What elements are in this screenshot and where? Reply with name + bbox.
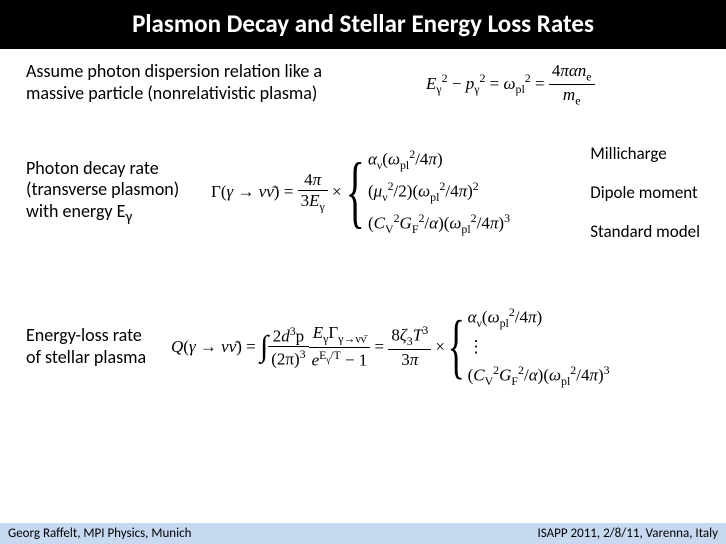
case-millicharge: αν(ωpl2/4π): [368, 144, 510, 176]
assume-text: Assume photon dispersion relation like a…: [26, 61, 366, 104]
slide-title: Plasmon Decay and Stellar Energy Loss Ra…: [0, 0, 726, 49]
energy-loss-cases: αν(ωpl2/4π) ⋮ (CV2GF2/α)(ωpl2/4π)3: [468, 302, 610, 392]
case-labels: Millicharge Dipole moment Standard model: [590, 143, 700, 242]
case-dipole: (μν2/2)(ωpl2/4π)2: [368, 176, 510, 208]
case-standard-model: (CV2GF2/α)(ωpl2/4π)3: [368, 208, 510, 240]
label-millicharge: Millicharge: [590, 143, 700, 164]
equation-dispersion: Eγ2 − pγ2 = ωpl2 = 4παne me: [366, 61, 700, 109]
decay-rate-label: Photon decay rate (transverse plasmon) w…: [26, 158, 211, 227]
row-dispersion: Assume photon dispersion relation like a…: [26, 61, 700, 109]
slide-content: Assume photon dispersion relation like a…: [0, 49, 726, 392]
slide-footer: Georg Raffelt, MPI Physics, Munich ISAPP…: [0, 523, 726, 544]
label-dipole: Dipole moment: [590, 182, 700, 203]
footer-event: ISAPP 2011, 2/8/11, Varenna, Italy: [537, 526, 718, 541]
label-standard-model: Standard model: [590, 221, 700, 242]
row-energy-loss: Energy-loss rate of stellar plasma Q(γ →…: [26, 302, 700, 392]
decay-cases: αν(ωpl2/4π) (μν2/2)(ωpl2/4π)2 (CV2GF2/α)…: [368, 144, 510, 240]
equation-decay-rate: Γ(γ → νν̄) = 4π 3Eγ × { αν(ωpl2/4π) (μν2…: [211, 144, 582, 240]
equation-energy-loss: Q(γ → νν̄) = ∫ 2d3p (2π)3 EγΓγ→νν̄ eEγ/T…: [171, 302, 700, 392]
footer-author: Georg Raffelt, MPI Physics, Munich: [8, 526, 191, 541]
row-decay-rate: Photon decay rate (transverse plasmon) w…: [26, 143, 700, 242]
energy-loss-label: Energy-loss rate of stellar plasma: [26, 325, 171, 368]
